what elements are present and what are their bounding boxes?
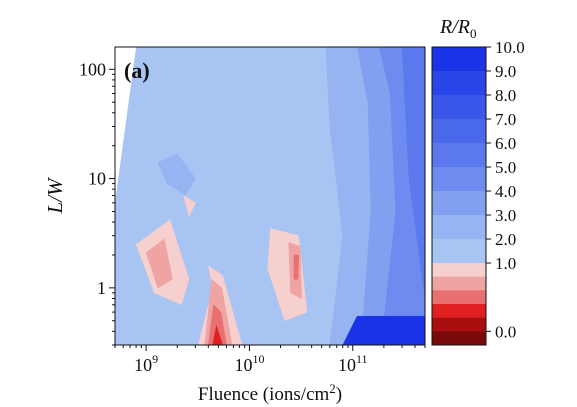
x-tick-exponent: 9	[152, 352, 158, 366]
colorbar-level	[432, 143, 486, 168]
panel-label: (a)	[124, 58, 150, 83]
x-axis-label-close: )	[336, 384, 342, 405]
colorbar-tick-label: 4.0	[495, 182, 516, 201]
x-tick-label: 109	[134, 352, 158, 375]
colorbar-tick-label: 3.0	[495, 206, 516, 225]
colorbar-level	[432, 167, 486, 192]
contour-pink-stem	[183, 195, 196, 217]
colorbar-level	[432, 317, 486, 332]
x-tick-base: 10	[134, 355, 152, 375]
colorbar-level	[432, 119, 486, 144]
x-tick-label: 1011	[338, 352, 368, 375]
colorbar-frame	[431, 46, 487, 346]
x-axis-label-text: Fluence (ions/cm	[198, 384, 330, 405]
colorbar-level	[432, 304, 486, 319]
x-axis-label: Fluence (ions/cm2)	[198, 381, 342, 405]
x-tick-exponent: 10	[252, 352, 264, 366]
colorbar-level	[432, 239, 486, 264]
colorbar-title-sub: 0	[470, 26, 477, 41]
contour-corner-dark-blue	[342, 315, 425, 345]
colorbar-level	[432, 276, 486, 291]
plot-area	[115, 47, 425, 345]
y-tick-label: 100	[79, 59, 106, 79]
contour-pink-region-left-core	[145, 238, 173, 289]
colorbar-tick-label: 9.0	[495, 62, 516, 81]
colorbar-tick-label: 7.0	[495, 110, 516, 129]
colorbar-title-main: R/R	[439, 16, 470, 38]
colorbar-tick-label: 8.0	[495, 86, 516, 105]
x-axis: 109 1010 1011	[114, 345, 426, 375]
colorbar-level	[432, 47, 486, 72]
colorbar-level	[432, 191, 486, 216]
x-tick-base: 10	[338, 355, 356, 375]
colorbar-level	[432, 331, 486, 346]
colorbar-title: R/R0	[439, 16, 477, 41]
contour-high-fluence-max	[401, 47, 425, 299]
colorbar-level	[432, 71, 486, 96]
contour-low-fluence-blue-spot	[157, 153, 196, 196]
y-tick-label: 1	[97, 278, 106, 298]
contour-dark-red-spike	[212, 325, 223, 345]
colorbar-tick-label: 6.0	[495, 134, 516, 153]
y-tick-label: 10	[88, 169, 106, 189]
x-tick-exponent: 11	[356, 352, 368, 366]
colorbar-tick-label: 2.0	[495, 230, 516, 249]
colorbar-tick-label: 0.0	[495, 322, 516, 341]
x-tick-label: 1010	[234, 352, 264, 375]
colorbar-level	[432, 263, 486, 278]
colorbar-tick-label: 5.0	[495, 158, 516, 177]
x-axis-label-sup: 2	[329, 381, 336, 396]
contour-red-region-mid	[208, 304, 227, 345]
x-tick-base: 10	[234, 355, 252, 375]
no-data-mask	[115, 47, 137, 203]
colorbar-tick-label: 10.0	[495, 38, 525, 57]
colorbar-tick-label: 1.0	[495, 254, 516, 273]
colorbar: 10.0 9.0 8.0 7.0 6.0 5.0 4.0 3.0 2.0 1.0 0.0	[431, 38, 525, 346]
contour-red-region-right	[293, 254, 299, 280]
colorbar-level	[432, 290, 486, 305]
y-axis-label: L/W	[43, 176, 67, 215]
y-axis: 1 10 100	[79, 59, 115, 346]
colorbar-level	[432, 95, 486, 120]
colorbar-level	[432, 215, 486, 240]
